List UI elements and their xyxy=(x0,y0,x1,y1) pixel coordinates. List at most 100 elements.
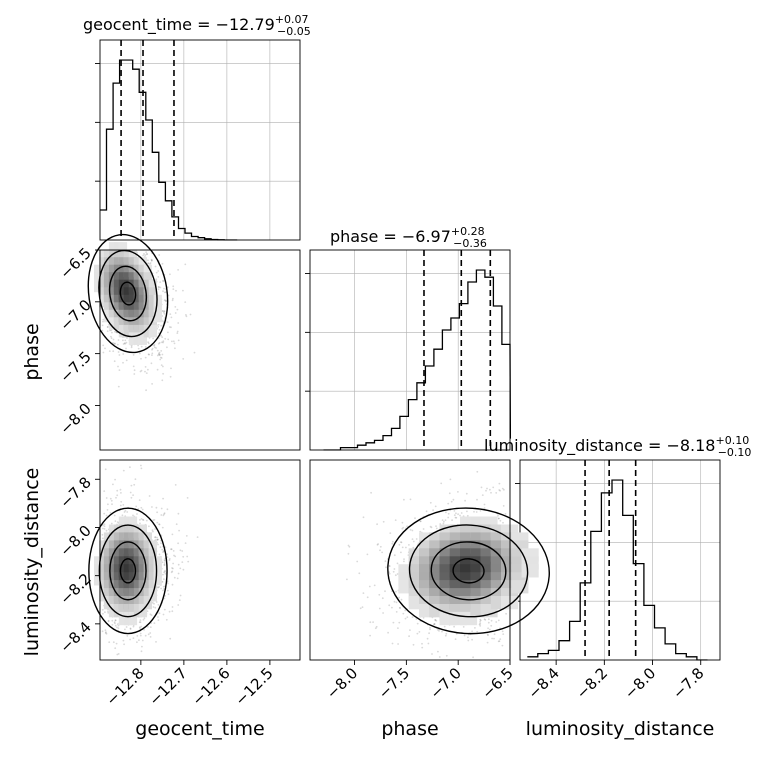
x-tick-label: −6.5 xyxy=(478,664,516,702)
density-cell xyxy=(99,264,108,278)
density-cell xyxy=(143,294,152,308)
sample-point xyxy=(422,616,425,619)
sample-point xyxy=(406,525,408,528)
sample-point xyxy=(377,543,379,545)
x-tick-label: −8.4 xyxy=(524,664,562,702)
density-cell xyxy=(113,572,123,586)
sample-point xyxy=(161,561,164,564)
sample-point xyxy=(504,513,507,515)
sample-point xyxy=(141,645,143,648)
sample-point xyxy=(161,262,164,265)
sample-point xyxy=(163,513,166,515)
sample-point xyxy=(107,610,109,613)
sample-point xyxy=(391,540,394,543)
sample-point xyxy=(419,520,422,523)
sample-point xyxy=(403,558,405,560)
sample-point xyxy=(115,496,117,499)
sample-point xyxy=(143,253,145,255)
sample-point xyxy=(486,641,489,644)
sample-point xyxy=(155,506,158,509)
density-cell xyxy=(128,257,138,270)
sample-point xyxy=(394,519,397,521)
sample-point xyxy=(370,491,372,494)
density-cell xyxy=(123,564,133,578)
sample-point xyxy=(419,520,422,523)
x-tick-label: −8.0 xyxy=(621,664,659,702)
sample-point xyxy=(167,338,170,341)
sample-point xyxy=(402,612,405,615)
sample-point xyxy=(118,369,121,371)
density-cell xyxy=(143,572,152,586)
density-cell xyxy=(123,294,133,308)
sample-point xyxy=(436,629,439,631)
sample-point xyxy=(107,619,110,622)
sample-point xyxy=(437,650,439,653)
sample-point xyxy=(476,630,479,633)
sample-point xyxy=(108,641,111,644)
sample-point xyxy=(103,528,106,530)
sample-point xyxy=(151,383,154,385)
sample-point xyxy=(172,567,174,570)
sample-point xyxy=(177,542,180,545)
contour-line xyxy=(430,541,507,601)
density-cell xyxy=(133,556,143,570)
title-luminosity-distance-main: luminosity_distance = −8.18+0.10 −0.10 xyxy=(484,434,751,459)
density-cell xyxy=(148,556,157,570)
sample-point xyxy=(415,538,418,540)
density-cell xyxy=(113,548,123,562)
density-cell xyxy=(118,264,128,278)
sample-point xyxy=(162,613,165,616)
sample-point xyxy=(397,627,399,629)
density-cell xyxy=(113,564,123,578)
sample-point xyxy=(480,486,483,489)
sample-point xyxy=(186,555,189,558)
sample-point xyxy=(391,606,393,609)
sample-point xyxy=(141,639,144,642)
sample-point xyxy=(464,499,466,502)
density-cell xyxy=(153,294,162,308)
sample-point xyxy=(151,352,154,355)
sample-point xyxy=(161,341,163,344)
sample-point xyxy=(172,550,175,552)
sample-point xyxy=(119,504,122,507)
density-cell xyxy=(138,556,147,570)
sample-point xyxy=(156,368,159,371)
sample-point xyxy=(431,653,433,655)
sample-point xyxy=(114,478,116,481)
sample-point xyxy=(434,619,437,622)
sample-point xyxy=(165,618,168,621)
sample-point xyxy=(124,509,127,512)
sample-point xyxy=(144,356,147,359)
sample-point xyxy=(177,572,180,575)
sample-point xyxy=(412,540,415,543)
sample-point xyxy=(138,499,141,501)
density-cell xyxy=(123,302,133,315)
sample-point xyxy=(498,640,501,642)
sample-point xyxy=(497,640,500,643)
density-cell xyxy=(133,564,143,578)
density-cell xyxy=(133,294,143,308)
y-tick-label: −8.4 xyxy=(56,618,94,656)
sample-point xyxy=(117,365,119,368)
sample-point xyxy=(163,291,166,294)
sample-point xyxy=(166,286,169,288)
density-cell xyxy=(103,588,113,602)
sample-point xyxy=(442,522,445,525)
sample-point xyxy=(411,529,414,532)
sample-point xyxy=(348,545,351,548)
sample-point xyxy=(157,270,160,272)
hist-luminosity-distance-steps xyxy=(527,480,707,660)
sample-point xyxy=(116,653,119,656)
sample-point xyxy=(502,521,504,524)
density-cell xyxy=(99,257,108,270)
sample-point xyxy=(499,489,501,492)
sample-point xyxy=(347,552,350,555)
sample-point xyxy=(400,598,403,601)
sample-point xyxy=(388,572,391,575)
sample-point xyxy=(174,306,177,308)
density-cell xyxy=(113,249,123,263)
sample-point xyxy=(150,259,153,262)
density-cell xyxy=(133,580,143,594)
density-cell xyxy=(99,272,108,285)
sample-point xyxy=(368,585,371,588)
